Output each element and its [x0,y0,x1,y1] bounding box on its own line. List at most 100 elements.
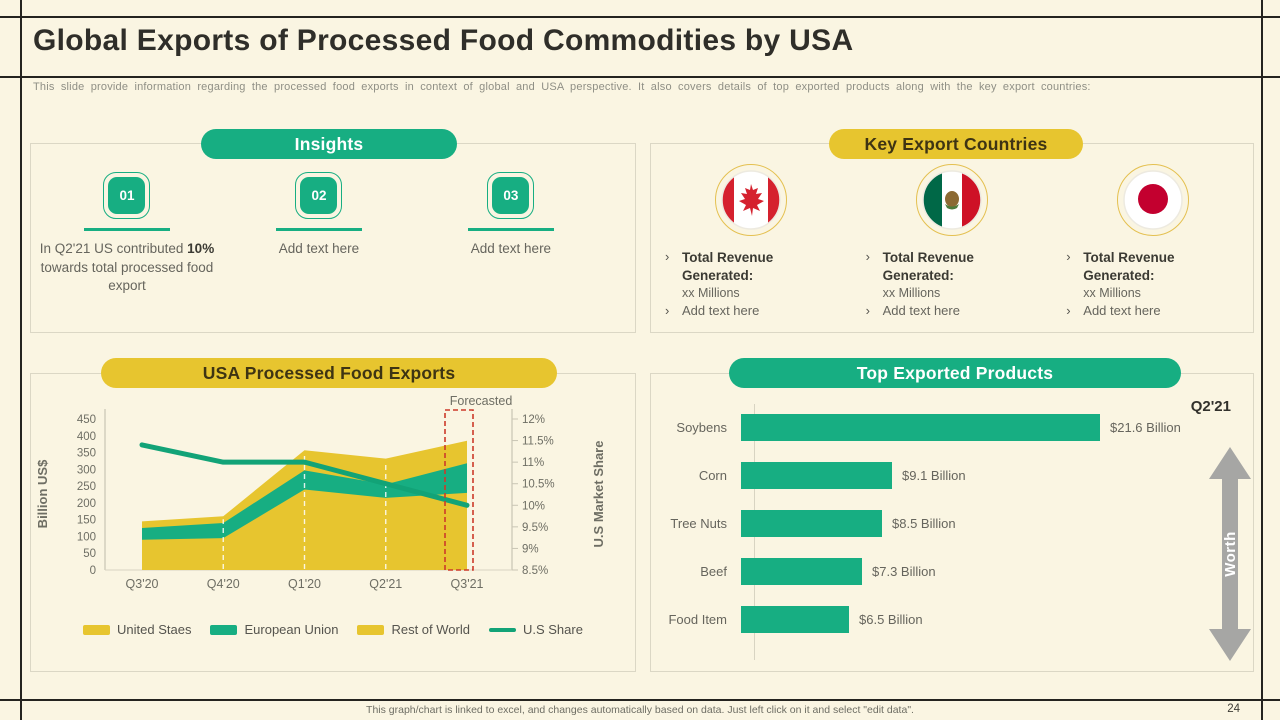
page-subtitle: This slide provide information regarding… [33,81,1091,93]
right-tick-label: 9.5% [522,522,548,534]
left-tick-label: 50 [83,548,96,560]
legend-swatch [357,624,385,635]
insight-badge-3-number: 03 [492,177,530,214]
insights-row: 01 In Q2'21 US contributed 10% towards t… [31,172,607,296]
x-tick-label: Q3'20 [126,577,159,591]
left-tick-label: 300 [77,464,96,476]
insight-text-2-a[interactable]: Add text here [278,241,360,256]
usa-exports-chart-panel: USA Processed Food Exports 450 400 350 300 2… [30,358,636,672]
left-tick-label: 250 [77,481,96,493]
chevron-bullet-icon: › [1066,249,1071,264]
insight-badge-1: 01 [103,172,151,219]
top-rule [0,16,1280,18]
line-series-us-share[interactable] [139,442,470,508]
japan-flag [1116,164,1189,236]
add-text-placeholder[interactable]: Add text here [1083,303,1161,319]
revenue-value[interactable]: xx Millions [882,286,941,301]
x-tick-label: Q4'20 [207,577,240,591]
bar-beef[interactable] [741,558,862,585]
left-tick-label: 400 [77,431,96,443]
bar-row-corn: Corn $9.1 Billion [651,462,1253,489]
legend-item-rest-of-world[interactable]: Rest of World [357,622,470,637]
bar-soybens[interactable] [741,414,1100,441]
left-guide-line [20,0,22,720]
x-tick-label: Q1'20 [288,577,321,591]
right-tick-label: 11% [522,457,544,469]
add-text-placeholder[interactable]: Add text here [882,303,960,319]
chart-legend: United Staes European Union Rest of World U… [31,622,635,637]
mexico-flag-icon [922,170,982,230]
insight-badge-1-number: 01 [108,177,146,214]
legend-item-european-union[interactable]: European Union [210,622,338,637]
products-bar-chart[interactable]: Soybens $21.6 Billion Corn $9.1 Billion Tree… [651,414,1253,633]
insight-text-3[interactable]: Add text here [422,240,600,259]
bar-category-label: Corn [698,468,727,483]
legend-item-u.s-share[interactable]: U.S Share [488,622,583,637]
left-tick-label: 450 [77,414,96,426]
bar-value-label: $21.6 Billion [1110,420,1181,435]
insight-rule-1 [83,228,170,231]
bar-category-label: Food Item [668,612,727,627]
header-divider [0,76,1280,78]
insight-item-1: 01 In Q2'21 US contributed 10% towards t… [31,172,223,296]
legend-item-united-staes[interactable]: United Staes [83,622,191,637]
bar-row-soybens: Soybens $21.6 Billion [651,414,1253,441]
revenue-value[interactable]: xx Millions [682,286,740,301]
chevron-bullet-icon: › [665,249,670,264]
bar-food-item[interactable] [741,606,849,633]
forecast-dashed-box [444,409,474,571]
right-tick-label: 9% [522,543,539,555]
japan-flag-icon [1122,170,1183,230]
add-text-placeholder[interactable]: Add text here [682,303,760,319]
revenue-label: Total Revenue Generated: [882,250,974,283]
legend-swatch [488,627,516,632]
insight-badge-2-number: 02 [300,177,338,214]
x-tick-label: Q3'21 [451,577,484,591]
bar-value-label: $7.3 Billion [872,564,936,579]
period-label: Q2'21 [1190,398,1231,415]
country-item-canada: › Total Revenue Generated: xx Millions › A… [651,164,852,318]
insight-text-1-c: towards total processed food export [40,259,214,294]
usa-exports-chart-header: USA Processed Food Exports [101,358,557,388]
countries-row: › Total Revenue Generated: xx Millions › A… [651,164,1253,318]
footer-note: This graph/chart is linked to excel, and… [366,704,914,716]
worth-arrow: Worth [1209,447,1251,661]
legend-label: United Staes [117,622,192,637]
usa-exports-area-chart[interactable]: 450 400 350 300 250 200 150 100 50 0 12% 11.5% 11% 10… [35,394,631,606]
insight-text-1-a: In Q2'21 US contributed [39,241,188,256]
bar-corn[interactable] [741,462,892,489]
revenue-label: Total Revenue Generated: [1083,250,1175,283]
bar-value-label: $9.1 Billion [902,468,966,483]
key-countries-header: Key Export Countries [829,129,1083,159]
insight-text-3-a[interactable]: Add text here [470,241,552,256]
insights-panel: Insights 01 In Q2'21 US contributed 10% … [30,129,636,333]
revenue-value[interactable]: xx Millions [1083,286,1141,301]
mexico-flag [915,164,988,236]
left-tick-label: 350 [77,448,96,460]
chevron-bullet-icon: › [665,303,670,319]
left-axis-title: Billion US$ [35,459,50,528]
bar-category-label: Beef [700,564,727,579]
right-guide-line [1261,0,1263,720]
left-tick-label: 100 [77,531,96,543]
chevron-bullet-icon: › [865,303,870,319]
right-axis-title: U.S Market Share [591,441,606,548]
bar-value-label: $6.5 Billion [859,612,923,627]
insight-badge-2: 02 [295,172,343,219]
top-products-panel: Top Exported Products Q2'21 Soybens $21.6… [650,358,1254,672]
country-japan-bullets: › Total Revenue Generated: xx Millions › A… [1052,249,1253,318]
right-tick-label: 10.5% [522,479,555,491]
insight-badge-3: 03 [487,172,535,219]
insights-header: Insights [201,129,457,159]
chevron-bullet-icon: › [865,249,870,264]
footer-divider [0,699,1280,701]
legend-label: European Union [244,622,339,637]
legend-swatch [210,624,238,635]
bar-value-label: $8.5 Billion [892,516,956,531]
x-tick-label: Q2'21 [369,577,402,591]
insight-item-3: 03 Add text here [415,172,607,296]
insight-text-2[interactable]: Add text here [230,240,408,259]
country-mexico-bullets: › Total Revenue Generated: xx Millions › A… [852,249,1053,318]
bar-tree-nuts[interactable] [741,510,882,537]
bar-row-beef: Beef $7.3 Billion [651,558,1253,585]
